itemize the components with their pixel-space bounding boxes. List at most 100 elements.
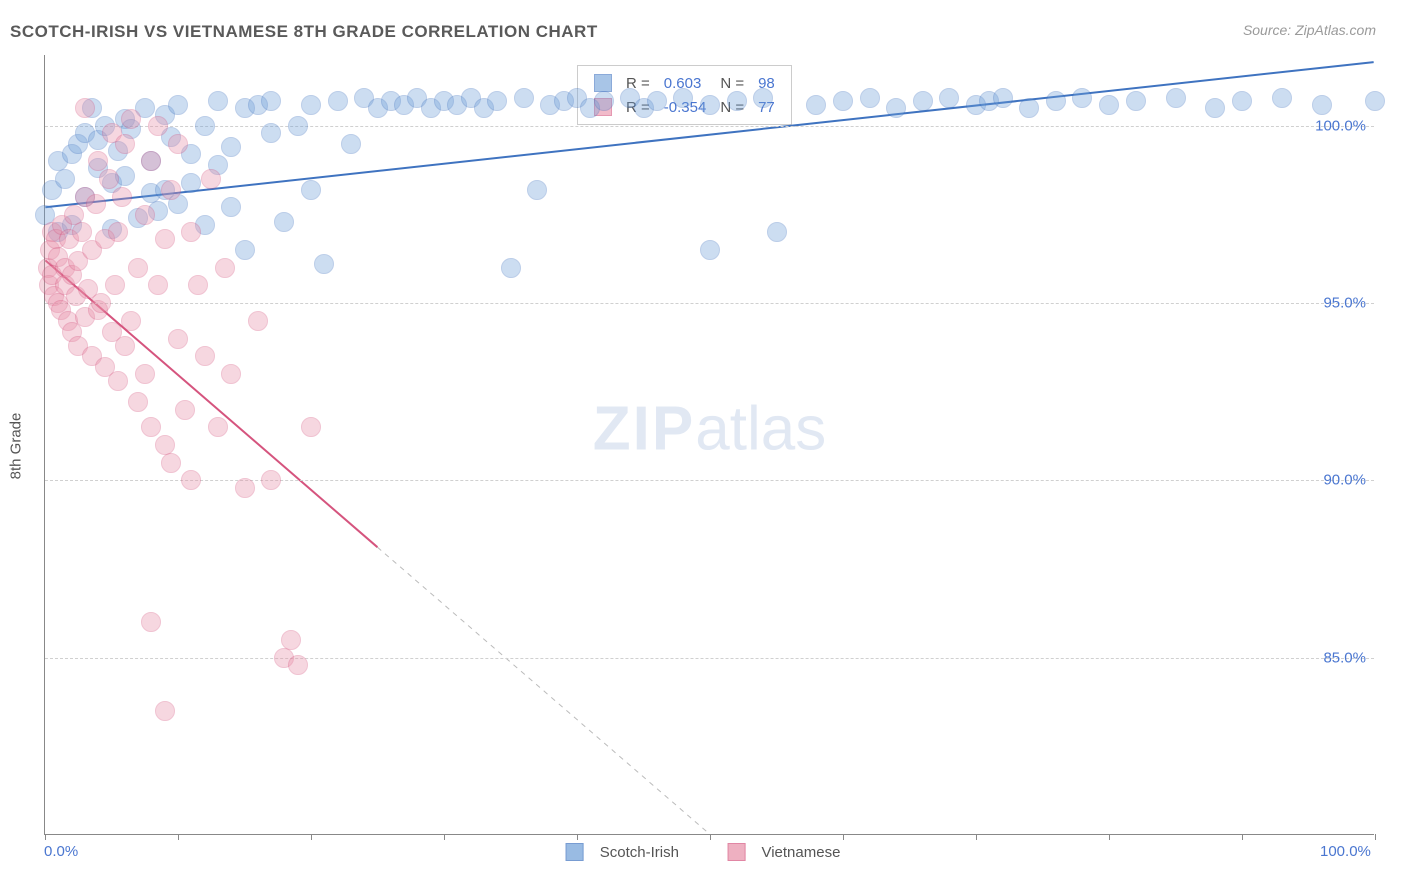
y-tick-label: 100.0%: [1315, 117, 1366, 134]
y-axis-label: 8th Grade: [8, 413, 25, 480]
data-point: [105, 275, 125, 295]
data-point: [141, 417, 161, 437]
bottom-legend: Scotch-Irish Vietnamese: [560, 843, 847, 892]
data-point: [86, 194, 106, 214]
data-point: [501, 258, 521, 278]
data-point: [1019, 98, 1039, 118]
data-point: [128, 258, 148, 278]
data-point: [314, 254, 334, 274]
data-point: [833, 91, 853, 111]
data-point: [215, 258, 235, 278]
data-point: [860, 88, 880, 108]
trend-lines-svg: [45, 55, 1374, 834]
data-point: [767, 222, 787, 242]
data-point: [1365, 91, 1385, 111]
chart-container: SCOTCH-IRISH VS VIETNAMESE 8TH GRADE COR…: [0, 0, 1406, 892]
data-point: [155, 229, 175, 249]
data-point: [248, 311, 268, 331]
data-point: [175, 400, 195, 420]
watermark-light: atlas: [695, 394, 826, 463]
data-point: [261, 91, 281, 111]
watermark: ZIPatlas: [593, 393, 826, 464]
data-point: [161, 453, 181, 473]
data-point: [939, 88, 959, 108]
y-tick-label: 85.0%: [1323, 649, 1366, 666]
data-point: [594, 91, 614, 111]
data-point: [1205, 98, 1225, 118]
data-point: [341, 134, 361, 154]
data-point: [195, 346, 215, 366]
y-tick-label: 95.0%: [1323, 295, 1366, 312]
data-point: [108, 222, 128, 242]
data-point: [115, 336, 135, 356]
chart-title: SCOTCH-IRISH VS VIETNAMESE 8TH GRADE COR…: [10, 22, 598, 42]
data-point: [487, 91, 507, 111]
data-point: [235, 240, 255, 260]
legend-swatch-scotch-irish: [566, 843, 584, 861]
data-point: [235, 478, 255, 498]
data-point: [886, 98, 906, 118]
data-point: [208, 91, 228, 111]
gridline: [45, 658, 1374, 659]
x-tick: [1242, 834, 1243, 840]
data-point: [155, 701, 175, 721]
data-point: [195, 116, 215, 136]
y-tick-label: 90.0%: [1323, 472, 1366, 489]
plot-area: ZIPatlas R =0.603N =98R =-0.354N =77 85.…: [44, 55, 1374, 835]
data-point: [135, 364, 155, 384]
data-point: [201, 169, 221, 189]
data-point: [112, 187, 132, 207]
data-point: [88, 151, 108, 171]
data-point: [727, 91, 747, 111]
data-point: [1046, 91, 1066, 111]
data-point: [1126, 91, 1146, 111]
data-point: [301, 95, 321, 115]
x-tick: [976, 834, 977, 840]
stats-swatch: [594, 74, 612, 92]
data-point: [141, 151, 161, 171]
data-point: [301, 417, 321, 437]
data-point: [673, 88, 693, 108]
data-point: [1312, 95, 1332, 115]
data-point: [75, 98, 95, 118]
source-label: Source: ZipAtlas.com: [1243, 22, 1376, 38]
data-point: [288, 655, 308, 675]
x-tick: [444, 834, 445, 840]
data-point: [55, 169, 75, 189]
data-point: [91, 293, 111, 313]
data-point: [281, 630, 301, 650]
data-point: [168, 329, 188, 349]
data-point: [753, 88, 773, 108]
data-point: [168, 95, 188, 115]
data-point: [1072, 88, 1092, 108]
data-point: [1099, 95, 1119, 115]
data-point: [647, 91, 667, 111]
data-point: [148, 116, 168, 136]
data-point: [108, 371, 128, 391]
legend-label-scotch-irish: Scotch-Irish: [600, 844, 679, 861]
data-point: [168, 134, 188, 154]
x-tick: [1109, 834, 1110, 840]
data-point: [121, 109, 141, 129]
data-point: [161, 180, 181, 200]
data-point: [121, 311, 141, 331]
legend-swatch-vietnamese: [727, 843, 745, 861]
x-tick: [45, 834, 46, 840]
x-axis-min-label: 0.0%: [44, 843, 78, 860]
x-tick: [178, 834, 179, 840]
watermark-bold: ZIP: [593, 394, 695, 463]
data-point: [274, 212, 294, 232]
x-axis-max-label: 100.0%: [1320, 843, 1371, 860]
data-point: [221, 364, 241, 384]
data-point: [181, 470, 201, 490]
gridline: [45, 126, 1374, 127]
data-point: [115, 134, 135, 154]
data-point: [141, 612, 161, 632]
data-point: [221, 197, 241, 217]
data-point: [221, 137, 241, 157]
data-point: [188, 275, 208, 295]
data-point: [99, 169, 119, 189]
x-tick: [1375, 834, 1376, 840]
x-tick: [577, 834, 578, 840]
data-point: [128, 392, 148, 412]
